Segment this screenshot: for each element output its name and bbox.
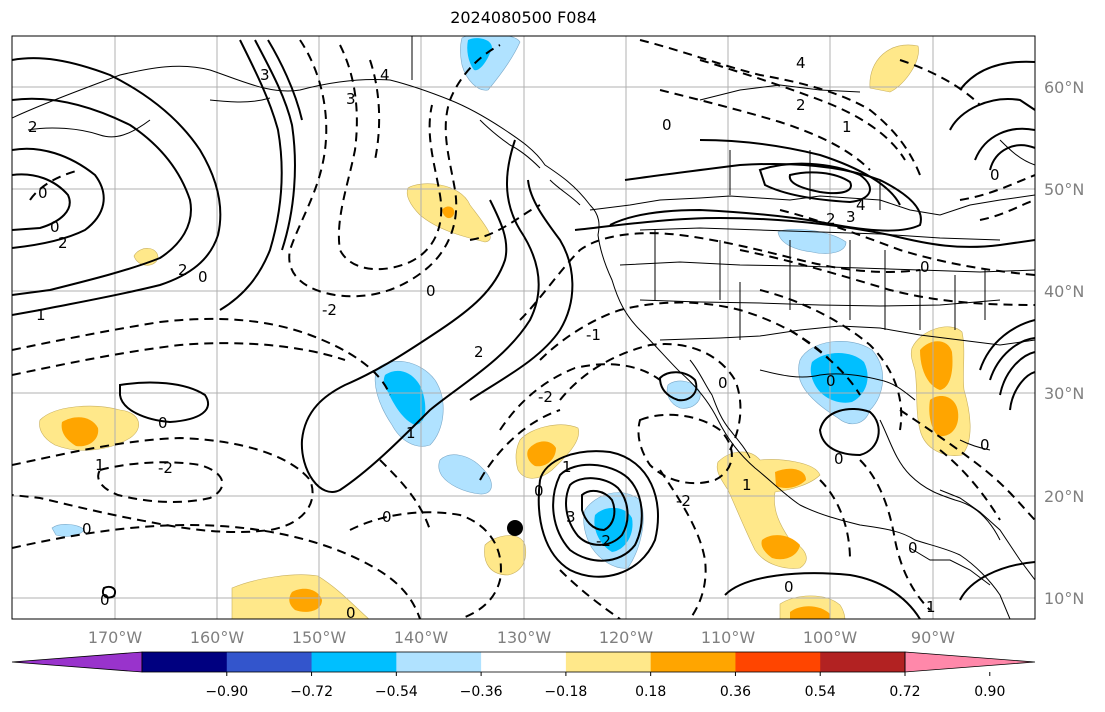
coastlines xyxy=(12,36,1035,619)
lon-label: 160°W xyxy=(190,628,245,647)
colorbar-segment xyxy=(481,652,567,672)
contour-label: 4 xyxy=(380,66,390,84)
contour-label: -2 xyxy=(596,532,611,550)
colorbar-tick-label: −0.18 xyxy=(544,684,587,700)
lat-label: 20°N xyxy=(1044,487,1084,506)
colorbar-tick-labels: −0.90 −0.72 −0.54 −0.36 −0.18 0.18 0.36 0.54 0.7… xyxy=(205,672,1005,700)
contour-label: -2 xyxy=(538,388,553,406)
contour-label: -2 xyxy=(322,301,337,319)
contour-label: 4 xyxy=(856,196,866,214)
map-frame xyxy=(11,35,1036,620)
contour-label: 3 xyxy=(346,90,356,108)
colorbar-tick-label: −0.54 xyxy=(375,684,418,700)
contour-label: 0 xyxy=(82,520,92,538)
contour-label: 4 xyxy=(796,54,806,72)
colorbar-segment xyxy=(396,652,482,672)
contour-label: 0 xyxy=(534,482,544,500)
contour-label: 1 xyxy=(562,458,572,476)
contour-label: 0 xyxy=(346,604,356,622)
contour-label: 1 xyxy=(95,456,105,474)
contour-label: 2 xyxy=(826,210,836,228)
lat-label: 10°N xyxy=(1044,589,1084,608)
contour-label: -1 xyxy=(586,326,601,344)
gridlines xyxy=(12,36,1035,619)
lon-label: 130°W xyxy=(497,628,552,647)
contour-label: 0 xyxy=(100,591,110,609)
contour-label: 0 xyxy=(826,372,836,390)
colorbar-segment xyxy=(735,652,821,672)
colorbar-tick-label: 0.18 xyxy=(635,684,666,700)
colorbar-tick-label: 0.72 xyxy=(889,684,920,700)
colorbar-segment xyxy=(226,652,313,672)
lon-label: 90°W xyxy=(911,628,955,647)
contour-label: 0 xyxy=(834,450,844,468)
storm-center-marker xyxy=(507,520,523,536)
contour-label: 1 xyxy=(36,306,46,324)
contour-label: 0 xyxy=(662,116,672,134)
contour-label: 2 xyxy=(796,96,806,114)
lon-label: 120°W xyxy=(599,628,654,647)
lat-label: 60°N xyxy=(1044,78,1084,97)
contour-label: 0 xyxy=(426,282,436,300)
solid-contours xyxy=(12,39,1035,619)
colorbar-outline xyxy=(141,651,906,673)
positive-anomaly-shading xyxy=(39,44,971,619)
colorbar-extend-high xyxy=(904,651,1036,673)
longitude-labels: 170°W 160°W 150°W 140°W 130°W 120°W 110°… xyxy=(88,628,955,647)
colorbar-tick-label: 0.54 xyxy=(805,684,836,700)
latitude-labels: 60°N 50°N 40°N 30°N 20°N 10°N xyxy=(1044,78,1084,608)
colorbar-segment xyxy=(650,652,736,672)
colorbar-tick-label: −0.36 xyxy=(460,684,503,700)
contour-label: 3 xyxy=(566,508,576,526)
contour-label: 3 xyxy=(260,66,270,84)
colorbar-tick-label: 0.90 xyxy=(974,684,1005,700)
contour-label: 0 xyxy=(50,218,60,236)
contour-label: 0 xyxy=(382,508,392,526)
lat-label: 30°N xyxy=(1044,384,1084,403)
colorbar-segment xyxy=(142,652,228,672)
contour-label: 1 xyxy=(742,476,752,494)
contour-label: 0 xyxy=(980,436,990,454)
contour-label: 0 xyxy=(718,374,728,392)
contour-label: 3 xyxy=(846,208,856,226)
contour-label: 0 xyxy=(908,539,918,557)
negative-anomaly-shading xyxy=(51,36,883,569)
lon-label: 170°W xyxy=(88,628,143,647)
contour-label: 0 xyxy=(38,184,48,202)
lat-label: 40°N xyxy=(1044,282,1084,301)
lat-label: 50°N xyxy=(1044,180,1084,199)
lon-label: 110°W xyxy=(701,628,756,647)
colorbar-tick-label: −0.72 xyxy=(290,684,333,700)
lon-label: 150°W xyxy=(292,628,347,647)
contour-label: 0 xyxy=(990,166,1000,184)
colorbar-segment xyxy=(820,652,906,672)
contour-label: 0 xyxy=(158,414,168,432)
contour-label: 1 xyxy=(406,424,416,442)
contour-label: -2 xyxy=(676,492,691,510)
contour-label: 2 xyxy=(474,343,484,361)
colorbar-extend-low xyxy=(11,651,143,673)
contour-label: 2 xyxy=(28,118,38,136)
colorbar-segment xyxy=(311,652,397,672)
dashed-contours xyxy=(12,39,1035,619)
contour-labels: 0 2 1 2 0 3 3 4 -2 0 2 0 1 -2 1 -2 0 0 0… xyxy=(28,54,1000,622)
contour-label: 2 xyxy=(58,234,68,252)
contour-label: 1 xyxy=(842,118,852,136)
contour-label: 0 xyxy=(784,578,794,596)
colorbar-segment xyxy=(565,652,652,672)
lon-label: 140°W xyxy=(394,628,449,647)
lon-label: 100°W xyxy=(803,628,858,647)
contour-label: 1 xyxy=(926,598,936,616)
contour-label: 2 xyxy=(178,261,188,279)
colorbar-tick-label: 0.36 xyxy=(720,684,751,700)
contour-label: -2 xyxy=(158,459,173,477)
map-title: 2024080500 F084 xyxy=(450,8,597,27)
colorbar xyxy=(11,651,1036,673)
contour-label: 0 xyxy=(198,268,208,286)
colorbar-tick-label: −0.90 xyxy=(205,684,248,700)
contour-label: 0 xyxy=(920,258,930,276)
